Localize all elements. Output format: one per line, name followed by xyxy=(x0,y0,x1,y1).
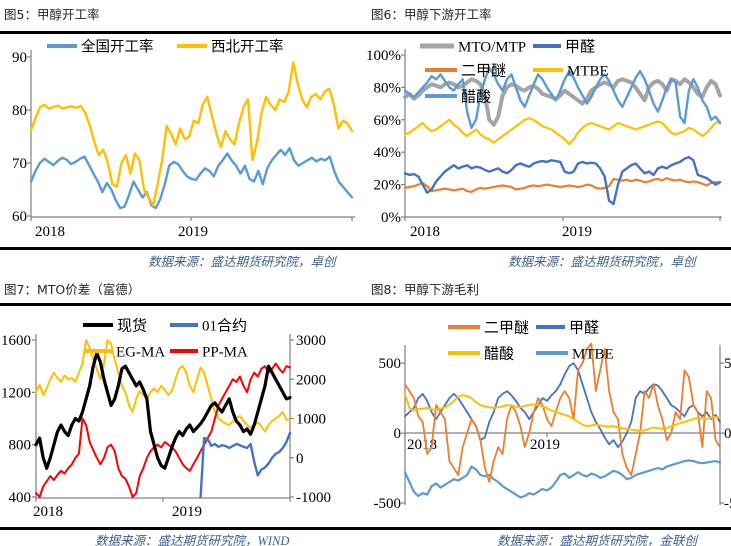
y-axis-tick-label: 1600 xyxy=(1,333,31,349)
divider-bottom-row2 xyxy=(0,527,731,530)
legend-item: 西北开工率 xyxy=(177,39,284,56)
x-axis-year-label: 2018 xyxy=(33,504,63,520)
y-axis-tick-label: 0% xyxy=(381,210,401,226)
y-axis-tick-label: 60 xyxy=(12,209,27,225)
legend-item: 01合约 xyxy=(170,318,247,335)
series-line-1-3 xyxy=(403,117,722,146)
legend-label: 01合约 xyxy=(202,318,247,335)
y2-axis-tick-label: -1000 xyxy=(296,490,331,506)
legend-item: MTBE xyxy=(536,347,614,363)
legend-label: MTO/MTP xyxy=(458,40,526,56)
y2-axis-tick-label: 2000 xyxy=(296,372,326,388)
divider-top-row1 xyxy=(0,31,731,34)
y-axis-tick-label: 1200 xyxy=(1,385,31,401)
series-line-3-2 xyxy=(404,392,721,432)
legend-label: 甲醛 xyxy=(569,320,599,337)
chart5-title: 图5：甲醇开工率 xyxy=(4,7,100,22)
y-axis-tick-label: 100% xyxy=(366,48,401,64)
legend-item: 甲醛 xyxy=(533,39,595,56)
chart7-source: 数据来源：盛达期货研究院，WIND xyxy=(95,534,290,546)
legend-item: 醋酸 xyxy=(425,89,491,106)
y2-axis-tick-label: 3000 xyxy=(296,333,326,349)
divider-bottom-row1 xyxy=(0,247,731,250)
x-axis-year-label: 2019 xyxy=(530,437,560,453)
y-axis-tick-label: 70 xyxy=(12,156,27,172)
y2-axis-tick-label: 0 xyxy=(724,426,731,442)
legend-label: MTBE xyxy=(567,64,609,80)
series-line-2-3 xyxy=(35,362,291,498)
y-axis-tick-label: -500 xyxy=(374,496,402,512)
y-axis-tick-label: 80 xyxy=(12,103,27,119)
y-axis-tick-label: 0 xyxy=(394,426,402,442)
y-axis-tick-label: 20% xyxy=(374,178,402,194)
legend-label: 现货 xyxy=(117,318,147,335)
legend-item: MTO/MTP xyxy=(420,40,526,56)
chart7-canvas: 1600 1200 800 400 3000 2000 1000 0 -1000 2018 2019… xyxy=(1,318,331,521)
legend-label: PP-MA xyxy=(202,345,248,361)
series-line-2-2 xyxy=(35,339,291,433)
series-line-1-1 xyxy=(403,155,722,206)
legend-label: 二甲醚 xyxy=(484,320,529,337)
divider-top-row2 xyxy=(0,303,731,306)
series-line-3-0 xyxy=(404,342,721,483)
legend-label: 全国开工率 xyxy=(81,38,154,56)
series-line-0-1 xyxy=(29,61,354,207)
legend-item: 全国开工率 xyxy=(47,38,154,56)
x-axis-year-label: 2019 xyxy=(178,224,208,240)
y-axis-tick-label: 40% xyxy=(374,145,402,161)
legend-item: 醋酸 xyxy=(448,346,514,363)
legend-label: 二甲醚 xyxy=(461,63,506,80)
x-axis-year-label: 2019 xyxy=(562,224,592,240)
series-line-1-4 xyxy=(403,66,722,130)
series-line-2-0 xyxy=(34,351,292,470)
series-line-2-1 xyxy=(199,431,292,499)
chart8-title: 图8：甲醇下游毛利 xyxy=(371,282,479,297)
legend-label: 甲醛 xyxy=(565,39,595,56)
legend-item: 二甲醚 xyxy=(425,63,506,80)
legend-label: EG-MA xyxy=(116,345,165,361)
legend-label: 西北开工率 xyxy=(211,39,284,56)
legend-label: 醋酸 xyxy=(461,89,491,106)
legend-item: MTBE xyxy=(533,64,609,80)
x-axis-year-label: 2018 xyxy=(35,224,65,240)
chart8-source: 数据来源：盛达期货研究院，金联创 xyxy=(497,534,698,546)
x-axis-year-label: 2019 xyxy=(172,504,202,520)
chart6-source: 数据来源：盛达期货研究院，卓创 xyxy=(508,255,696,269)
chart5-canvas: 90 80 70 60 2018 2019 全国开工率 西北开工率 xyxy=(12,38,355,240)
legend-item: EG-MA xyxy=(85,345,165,361)
y2-axis-tick-label: 0 xyxy=(296,451,304,467)
series-line-1-2 xyxy=(403,177,722,193)
series-line-3-1 xyxy=(404,362,721,449)
y-axis-tick-label: 90 xyxy=(12,50,27,66)
y-axis-tick-label: 80% xyxy=(374,80,402,96)
legend-item: PP-MA xyxy=(170,345,248,361)
legend-item: 二甲醚 xyxy=(448,320,529,337)
legend-label: 醋酸 xyxy=(484,346,514,363)
series-line-3-3 xyxy=(403,459,722,499)
legend-label: MTBE xyxy=(572,347,614,363)
legend-item: 现货 xyxy=(83,318,147,335)
x-axis-year-label: 2018 xyxy=(410,224,440,240)
y2-axis-tick-label: 1000 xyxy=(296,412,326,428)
y-axis-tick-label: 400 xyxy=(9,490,32,506)
series-line-0-0 xyxy=(29,146,354,210)
y-axis-tick-label: 800 xyxy=(9,438,32,454)
legend-item: 甲醛 xyxy=(536,320,599,337)
chart7-title: 图7：MTO价差（富德） xyxy=(4,282,141,297)
chart5-source: 数据来源：盛达期货研究院，卓创 xyxy=(148,255,336,269)
y-axis-tick-label: 60% xyxy=(374,113,402,129)
chart6-title: 图6：甲醇下游开工率 xyxy=(371,7,492,22)
y-axis-tick-label: 500 xyxy=(379,356,402,372)
